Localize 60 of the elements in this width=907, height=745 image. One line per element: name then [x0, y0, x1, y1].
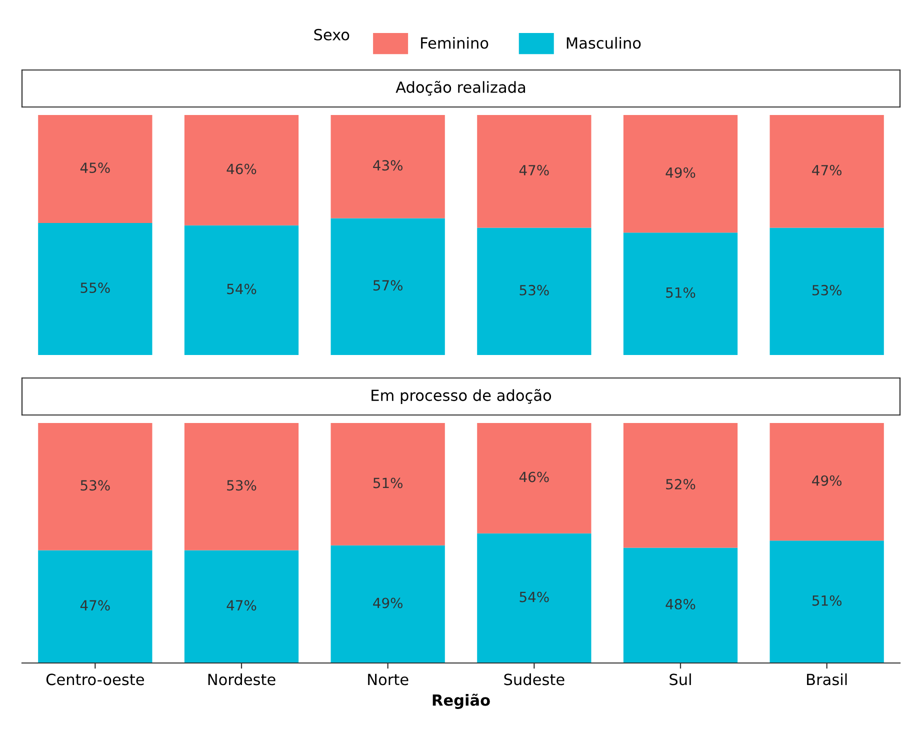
chart-title: Adoção realizada — [396, 80, 526, 96]
bar — [623, 232, 738, 355]
bar — [184, 423, 299, 550]
data-label: 54% — [227, 284, 256, 294]
bar — [330, 115, 445, 218]
bar — [184, 225, 299, 355]
x-tick-label: Nordeste — [208, 673, 276, 686]
data-label: 55% — [80, 282, 110, 294]
data-label: 53% — [520, 284, 549, 296]
data-label: 54% — [520, 592, 549, 602]
data-label: 47% — [226, 600, 256, 611]
bar — [184, 115, 299, 226]
bar — [770, 115, 884, 228]
bar — [623, 423, 738, 548]
data-label: 53% — [812, 284, 842, 296]
x-tick-label: Brasil — [807, 673, 847, 686]
data-label: 46% — [226, 164, 256, 174]
data-label: 51% — [373, 478, 402, 488]
bar — [38, 115, 152, 223]
bar — [770, 540, 884, 663]
bar — [477, 115, 592, 228]
bar — [770, 228, 884, 355]
data-label: 53% — [227, 480, 256, 491]
legend-title: Sexo — [314, 28, 350, 40]
data-label: 51% — [666, 287, 696, 298]
data-label: 49% — [812, 475, 842, 486]
bar — [38, 423, 152, 550]
data-label: 53% — [80, 480, 110, 491]
bar — [623, 548, 738, 663]
data-label: 49% — [373, 598, 402, 608]
data-label: 51% — [812, 595, 842, 606]
bar — [330, 423, 445, 546]
data-label: 49% — [666, 167, 696, 178]
chart-title: Em processo de adoção — [372, 388, 552, 404]
bar — [477, 228, 592, 355]
bar — [770, 423, 884, 541]
x-tick-label: Norte — [368, 674, 408, 686]
legend-label: Feminino — [421, 36, 488, 49]
x-tick-label: Sudeste — [504, 673, 564, 686]
x-tick-label: Centro-oeste — [46, 674, 144, 686]
data-label: 52% — [666, 478, 696, 490]
bar — [477, 423, 592, 534]
legend-label: Masculino — [566, 36, 641, 49]
bar — [623, 115, 738, 233]
bar — [38, 223, 152, 355]
data-label: 47% — [812, 164, 842, 176]
bar — [330, 218, 445, 355]
data-label: 43% — [373, 160, 402, 171]
x-tick-label: Sul — [670, 673, 691, 686]
bar — [477, 533, 592, 663]
x-axis-title: Região — [432, 694, 490, 709]
data-label: 47% — [80, 600, 110, 611]
data-label: 45% — [80, 162, 110, 174]
data-label: 57% — [373, 280, 402, 291]
data-label: 47% — [519, 164, 549, 176]
bar — [38, 550, 152, 663]
bar — [184, 550, 299, 663]
data-label: 46% — [519, 472, 549, 482]
data-label: 48% — [666, 598, 696, 610]
bar — [330, 545, 445, 663]
